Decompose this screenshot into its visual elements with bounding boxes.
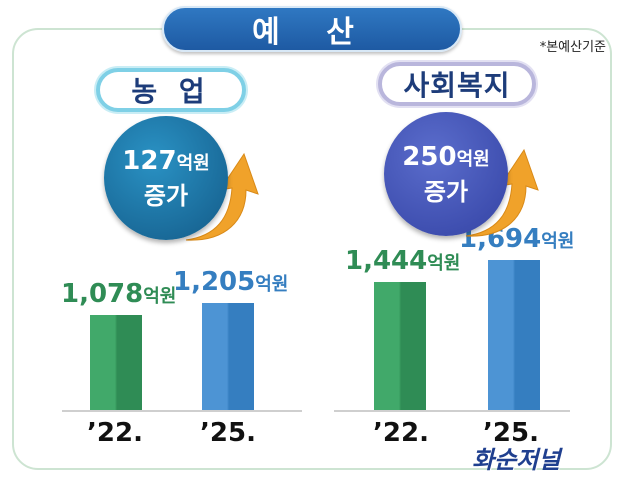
increase-label: 증가 xyxy=(423,177,469,206)
baseline-agriculture xyxy=(62,410,302,412)
value-label-agriculture-2025: 1,205억원 xyxy=(173,267,288,297)
category-label-agriculture: 농 업 xyxy=(96,68,246,112)
publisher-logo: 화순저널 xyxy=(472,445,561,474)
category-label-welfare: 사회복지 xyxy=(378,62,536,106)
increase-badge-welfare: 250억원 증가 xyxy=(384,112,508,236)
increase-amount: 127 xyxy=(122,145,177,176)
bar-agriculture-2022 xyxy=(90,315,142,410)
increase-label: 증가 xyxy=(143,181,189,210)
increase-arrow-icon xyxy=(185,152,259,241)
baseline-welfare xyxy=(334,410,570,412)
year-label-agriculture-2022: ’22. xyxy=(87,418,143,448)
value-unit: 억원 xyxy=(143,286,177,307)
value-number: 1,205 xyxy=(173,267,256,297)
increase-arrow-icon xyxy=(465,148,539,237)
increase-unit: 억원 xyxy=(176,152,210,174)
increase-badge-agriculture: 127억원 증가 xyxy=(104,116,228,240)
value-unit: 억원 xyxy=(427,253,461,274)
basis-note: *본예산기준 xyxy=(539,40,606,55)
increase-unit: 억원 xyxy=(456,148,490,170)
value-number: 1,078 xyxy=(61,279,144,309)
value-label-agriculture-2022: 1,078억원 xyxy=(61,279,176,309)
page-title: 예 산 xyxy=(162,6,462,52)
value-unit: 억원 xyxy=(255,274,289,295)
value-label-welfare-2022: 1,444억원 xyxy=(345,246,460,276)
bar-agriculture-2025 xyxy=(202,303,254,410)
value-number: 1,444 xyxy=(345,246,428,276)
bar-welfare-2025 xyxy=(488,260,540,410)
value-label-welfare-2025: 1,694억원 xyxy=(459,224,574,254)
value-unit: 억원 xyxy=(541,231,575,252)
increase-amount: 250 xyxy=(402,141,457,172)
year-label-welfare-2022: ’22. xyxy=(373,418,429,448)
bar-welfare-2022 xyxy=(374,282,426,410)
year-label-agriculture-2025: ’25. xyxy=(200,418,256,448)
year-label-welfare-2025: ’25. xyxy=(483,418,539,448)
